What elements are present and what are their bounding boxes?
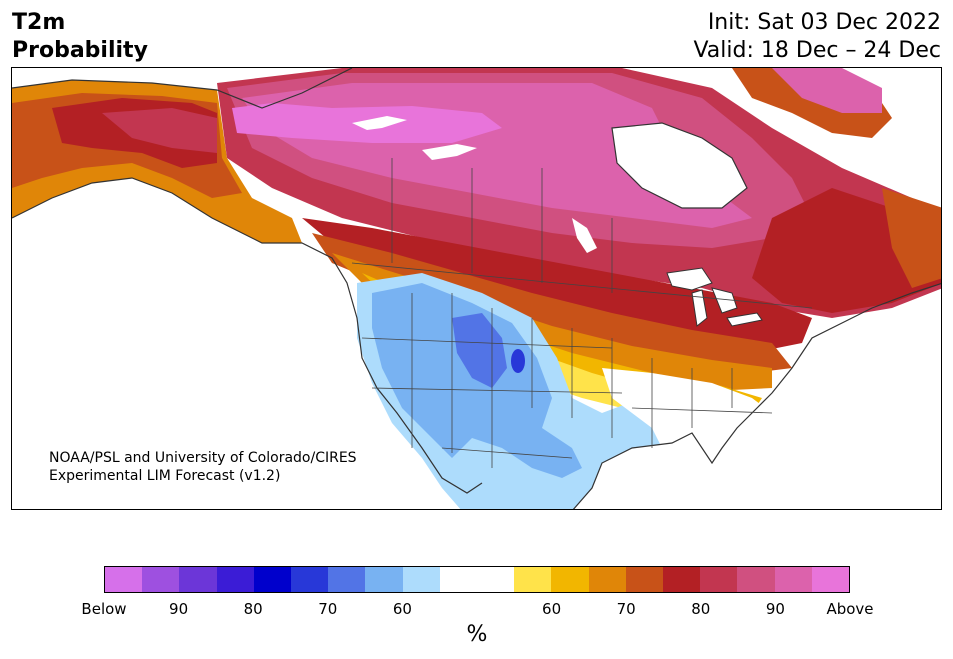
colorbar-swatch	[142, 567, 180, 592]
colorbar-swatch	[700, 567, 738, 592]
baffin-pink-region	[772, 68, 882, 113]
colorbar-tick-label: 90	[765, 600, 785, 618]
colorbar-tick-label: 90	[169, 600, 189, 618]
rockies-blue-region	[452, 313, 507, 388]
colorbar-tick-label: Above	[826, 600, 874, 618]
colorbar-swatch	[774, 567, 812, 592]
lake-winnipeg	[572, 218, 597, 253]
title-line-2: Probability	[12, 38, 148, 63]
atlantic-gulf-coastline	[572, 283, 941, 509]
colorbar-tick-label: 80	[243, 600, 263, 618]
colorbar-swatch	[551, 567, 589, 592]
southeast-neutral-region	[602, 368, 772, 478]
pacific-coastline	[12, 177, 483, 494]
colorbar-swatch	[402, 567, 440, 592]
colorbar-swatch	[179, 567, 217, 592]
border-orange-band	[332, 253, 772, 390]
probability-map	[11, 67, 942, 510]
colorbar-tick-label: 70	[318, 600, 338, 618]
colorbar-swatch	[253, 567, 292, 592]
colorbar-unit: %	[466, 622, 488, 647]
colorbar-tick-label: Below	[81, 600, 127, 618]
labrador-orange-region	[882, 188, 941, 288]
colorbar-tick-label: 80	[691, 600, 711, 618]
alaska-crimson-region	[102, 108, 217, 153]
colorbar	[104, 566, 850, 593]
colorbar-swatch	[625, 567, 664, 592]
title-line-1: T2m	[12, 10, 66, 35]
map-canvas	[12, 68, 941, 509]
colorbar-swatch	[439, 567, 478, 592]
political-borders	[351, 158, 813, 468]
colorbar-swatch	[514, 567, 552, 592]
forecast-dates: Init: Sat 03 Dec 2022 Valid: 18 Dec – 24…	[693, 9, 941, 65]
colorbar-tick-label: 70	[616, 600, 636, 618]
great-bear-lake	[352, 116, 407, 130]
hudson-bay	[611, 122, 748, 209]
map-title: T2m Probability	[12, 9, 148, 65]
valid-range: Valid: 18 Dec – 24 Dec	[693, 38, 941, 63]
colorbar-swatch	[105, 567, 143, 592]
colorbar-swatch	[365, 567, 403, 592]
init-date: Init: Sat 03 Dec 2022	[707, 10, 941, 35]
colorbar-swatch	[477, 567, 515, 592]
colorbar-swatch	[588, 567, 626, 592]
lake-huron	[711, 287, 738, 314]
lake-erie	[726, 312, 763, 327]
colorado-deep-blue-spot	[511, 349, 525, 373]
attribution-line-1: NOAA/PSL and University of Colorado/CIRE…	[49, 450, 357, 466]
colorbar-swatch	[811, 567, 850, 592]
colorbar-tick-label: 60	[392, 600, 412, 618]
colorbar-swatch	[291, 567, 329, 592]
border-red-band	[302, 218, 812, 353]
arctic-coastline	[12, 68, 353, 109]
colorbar-swatch	[328, 567, 366, 592]
lake-superior	[666, 267, 713, 291]
colorbar-tick-label: 60	[542, 600, 562, 618]
lake-michigan	[691, 289, 708, 327]
attribution: NOAA/PSL and University of Colorado/CIRE…	[49, 449, 357, 485]
border-dark-orange-band	[312, 233, 792, 373]
attribution-line-2: Experimental LIM Forecast (v1.2)	[49, 468, 281, 484]
colorbar-swatch	[737, 567, 775, 592]
colorbar-swatch	[663, 567, 701, 592]
colorbar-swatch	[216, 567, 254, 592]
great-slave-lake	[422, 144, 477, 160]
